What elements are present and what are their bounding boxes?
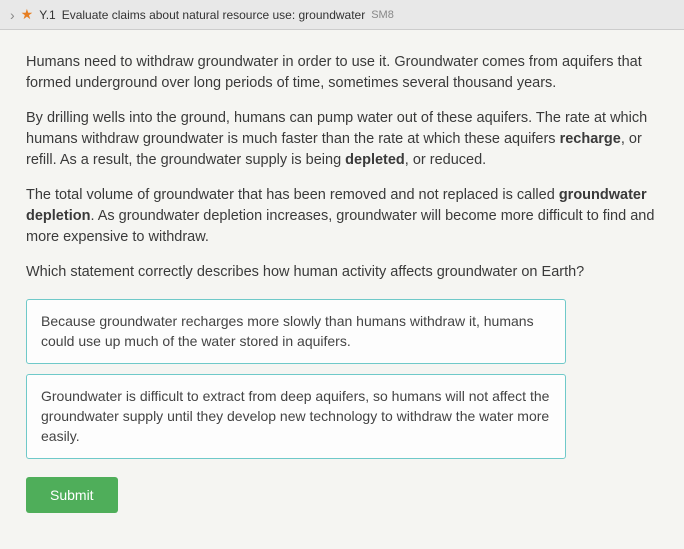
skill-tag: SM8 [371, 9, 394, 21]
star-icon: ★ [21, 6, 34, 23]
skill-title: Evaluate claims about natural resource u… [62, 8, 366, 22]
passage: Humans need to withdraw groundwater in o… [26, 52, 658, 248]
skill-code: Y.1 [39, 8, 55, 22]
option-b[interactable]: Groundwater is difficult to extract from… [26, 374, 566, 459]
submit-button[interactable]: Submit [26, 477, 118, 513]
submit-row: Submit [26, 477, 658, 513]
content-area: Humans need to withdraw groundwater in o… [0, 30, 684, 549]
passage-p3: The total volume of groundwater that has… [26, 185, 658, 248]
passage-p1: Humans need to withdraw groundwater in o… [26, 52, 658, 94]
skill-header: › ★ Y.1 Evaluate claims about natural re… [0, 0, 684, 30]
option-a[interactable]: Because groundwater recharges more slowl… [26, 299, 566, 364]
chevron-right-icon: › [10, 7, 15, 23]
answer-options: Because groundwater recharges more slowl… [26, 299, 658, 459]
passage-p2: By drilling wells into the ground, human… [26, 108, 658, 171]
question-text: Which statement correctly describes how … [26, 262, 658, 283]
